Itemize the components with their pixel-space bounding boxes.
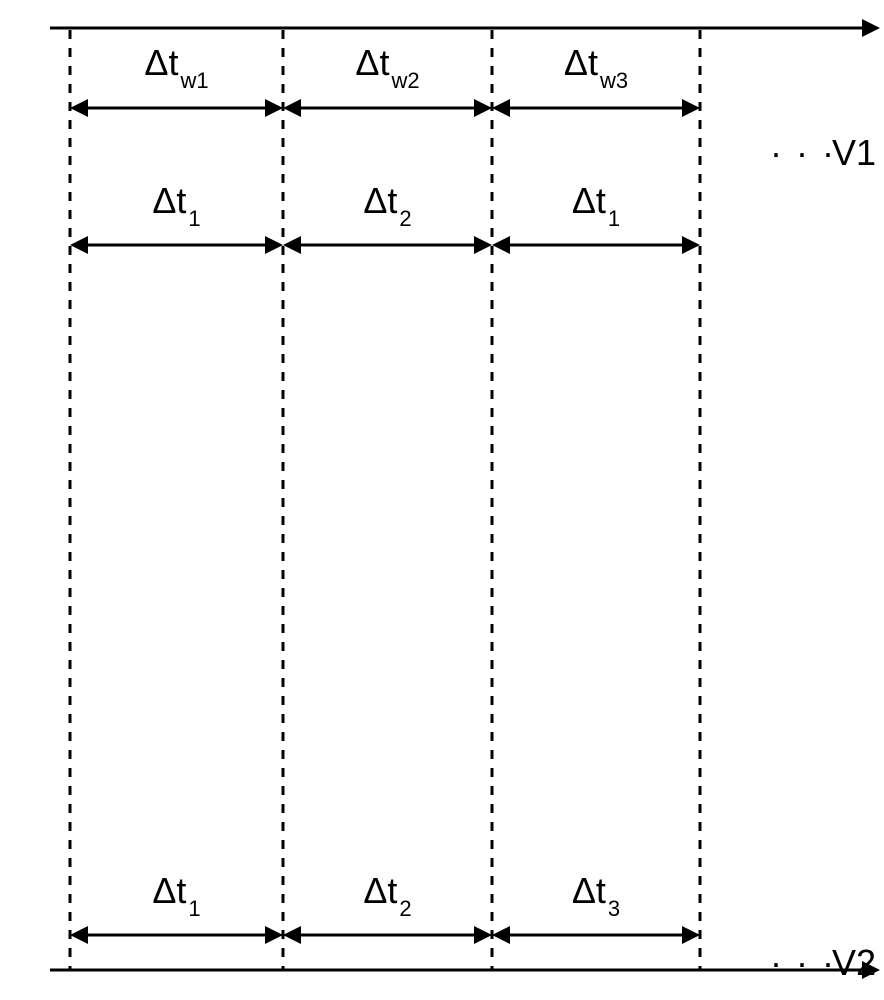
right-label-v1: · · ·V1 <box>770 132 876 173</box>
row2-label-2: Δt2 <box>363 180 411 231</box>
row2-label-1: Δt1 <box>152 180 200 231</box>
svg-text:Δtw3: Δtw3 <box>564 42 628 93</box>
svg-text:Δt3: Δt3 <box>572 870 620 921</box>
row1-label-3: Δtw3 <box>564 42 628 93</box>
svg-text:Δtw2: Δtw2 <box>355 42 419 93</box>
svg-text:· · ·: · · · <box>770 942 836 983</box>
row1-label-1: Δtw1 <box>144 42 208 93</box>
svg-text:· · ·: · · · <box>770 132 836 173</box>
row3-label-1: Δt1 <box>152 870 200 921</box>
right-label-v2: · · ·V2 <box>770 942 876 983</box>
svg-text:V1: V1 <box>832 132 876 173</box>
svg-text:V2: V2 <box>832 942 876 983</box>
svg-text:Δt2: Δt2 <box>363 870 411 921</box>
row1-label-2: Δtw2 <box>355 42 419 93</box>
svg-text:Δt2: Δt2 <box>363 180 411 231</box>
row3-label-2: Δt2 <box>363 870 411 921</box>
svg-text:Δtw1: Δtw1 <box>144 42 208 93</box>
row3-label-3: Δt3 <box>572 870 620 921</box>
timing-diagram: Δtw1Δtw2Δtw3Δt1Δt2Δt1Δt1Δt2Δt3· · ·V1· ·… <box>0 0 884 1000</box>
svg-text:Δt1: Δt1 <box>572 180 620 231</box>
row2-label-3: Δt1 <box>572 180 620 231</box>
svg-text:Δt1: Δt1 <box>152 180 200 231</box>
svg-text:Δt1: Δt1 <box>152 870 200 921</box>
